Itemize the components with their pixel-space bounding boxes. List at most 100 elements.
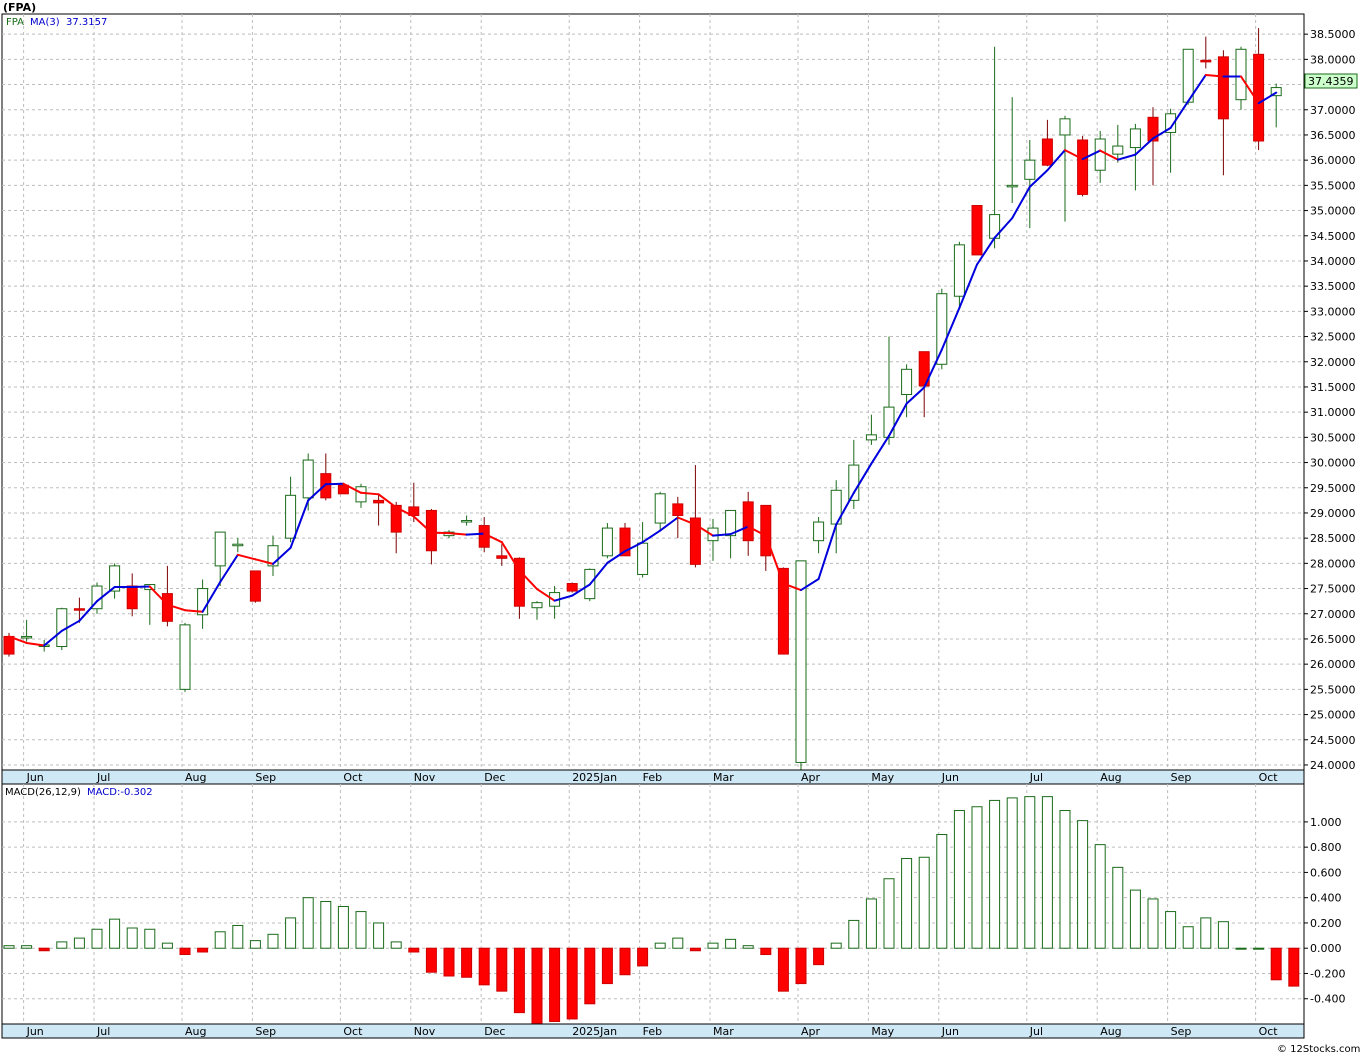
macd-x-axis: Jun Jul Aug Sep Oct Nov Dec 2025Jan Feb Mar Apr May… <box>1 1023 1305 1039</box>
macd-bar <box>302 897 314 949</box>
ma3-segment <box>465 532 486 536</box>
month-label: Jun <box>26 1025 44 1038</box>
legend-ma-value: 37.3157 <box>66 17 107 28</box>
macd-bar <box>144 928 156 949</box>
macd-bar <box>285 917 297 949</box>
candle-body <box>689 517 701 565</box>
candle-body <box>373 499 385 504</box>
ma3-segment <box>764 534 785 585</box>
macd-bar <box>725 938 737 949</box>
candle-body <box>1024 159 1036 180</box>
ma3-segment <box>676 516 697 526</box>
ma3-segment <box>184 609 204 613</box>
month-label: May <box>871 771 894 784</box>
ma3-segment <box>289 499 310 549</box>
macd-y-tick-label: 0.200 <box>1310 917 1342 930</box>
last-price-tag-text: 37.4359 <box>1308 75 1354 88</box>
ma3-segment <box>888 402 908 437</box>
price-y-tick-label: 26.0000 <box>1310 658 1356 671</box>
price-y-tick-label: 24.5000 <box>1310 734 1356 747</box>
candle-body <box>531 602 543 609</box>
ma3-segment <box>148 585 169 606</box>
macd-bar <box>619 947 631 976</box>
price-plot-area <box>1 13 1305 771</box>
macd-y-tick-label: -0.200 <box>1310 967 1345 980</box>
last-price-tag: 37.4359 <box>1304 73 1358 89</box>
macd-y-tick-label: 1.000 <box>1310 816 1342 829</box>
macd-bar <box>425 947 437 973</box>
macd-bar <box>390 941 402 949</box>
price-y-tick-label: 27.0000 <box>1310 608 1356 621</box>
ma3-segment <box>1011 185 1031 220</box>
macd-bar <box>1182 926 1194 949</box>
candle-body <box>425 509 437 552</box>
ma3-segment <box>131 585 151 589</box>
macd-bar <box>672 937 684 949</box>
month-label: Aug <box>1100 1025 1121 1038</box>
candle-body <box>672 503 684 516</box>
price-y-tick-label: 31.5000 <box>1310 381 1356 394</box>
month-label: Jun <box>941 1025 959 1038</box>
macd-bar <box>1006 797 1018 949</box>
candle-body <box>1129 128 1141 149</box>
macd-bar <box>320 900 332 949</box>
macd-bar <box>883 878 895 949</box>
macd-bar <box>1059 810 1071 949</box>
macd-grid <box>2 784 1304 1024</box>
macd-y-tick-label: 0.600 <box>1310 866 1342 879</box>
macd-bar <box>91 928 103 949</box>
ma3-segment <box>923 348 943 389</box>
month-label: Jul <box>96 771 110 784</box>
month-label: Aug <box>185 1025 206 1038</box>
macd-bar <box>971 806 983 949</box>
macd-bar <box>1041 796 1053 949</box>
macd-bar <box>109 918 121 949</box>
price-y-tick-label: 30.0000 <box>1310 457 1356 470</box>
macd-bar <box>1235 947 1247 950</box>
month-label: May <box>871 1025 894 1038</box>
month-label: 2025Jan <box>572 1025 617 1038</box>
candle-body <box>566 583 578 592</box>
ma3-segment <box>905 386 926 405</box>
price-y-tick-label: 36.0000 <box>1310 154 1356 167</box>
candle-body <box>214 531 226 567</box>
macd-bar <box>689 947 701 952</box>
legend-macd-value: MACD:-0.302 <box>87 787 153 798</box>
macd-bar <box>566 947 578 1020</box>
ma3-segment <box>800 577 820 592</box>
candle-body <box>971 205 983 256</box>
macd-bar <box>21 945 33 949</box>
ma3-segment <box>324 482 345 486</box>
ma3-segment <box>553 594 574 602</box>
candle-body <box>249 570 261 602</box>
macd-bar <box>777 947 789 992</box>
ma3-segment <box>1028 169 1049 188</box>
macd-bar <box>1112 866 1124 949</box>
month-label: Mar <box>713 1025 734 1038</box>
price-y-tick-label: 26.5000 <box>1310 633 1356 646</box>
ma3-segment <box>201 581 222 613</box>
candle-body <box>654 493 666 524</box>
candlestick-series <box>3 28 1282 770</box>
macd-y-tick-label: 0.400 <box>1310 892 1342 905</box>
macd-bar <box>126 927 138 949</box>
macd-x-axis-band <box>1 1023 1305 1039</box>
candle-body <box>1006 184 1018 188</box>
candle-body <box>21 635 33 639</box>
macd-bar <box>918 856 930 949</box>
macd-bar <box>232 924 244 949</box>
price-y-tick-label: 28.0000 <box>1310 557 1356 570</box>
macd-bar <box>56 941 68 949</box>
macd-bar <box>1024 796 1036 949</box>
ma3-segment <box>236 553 257 561</box>
month-label: Oct <box>343 771 363 784</box>
month-label: Sep <box>1171 1025 1192 1038</box>
price-y-tick-label: 34.5000 <box>1310 230 1356 243</box>
price-y-tick-label: 28.5000 <box>1310 532 1356 545</box>
macd-bar <box>795 947 807 985</box>
ma3-segment <box>78 600 98 622</box>
macd-bar <box>73 937 85 949</box>
month-label: Aug <box>1100 771 1121 784</box>
month-label: Jun <box>26 771 44 784</box>
macd-bar <box>1165 911 1177 949</box>
